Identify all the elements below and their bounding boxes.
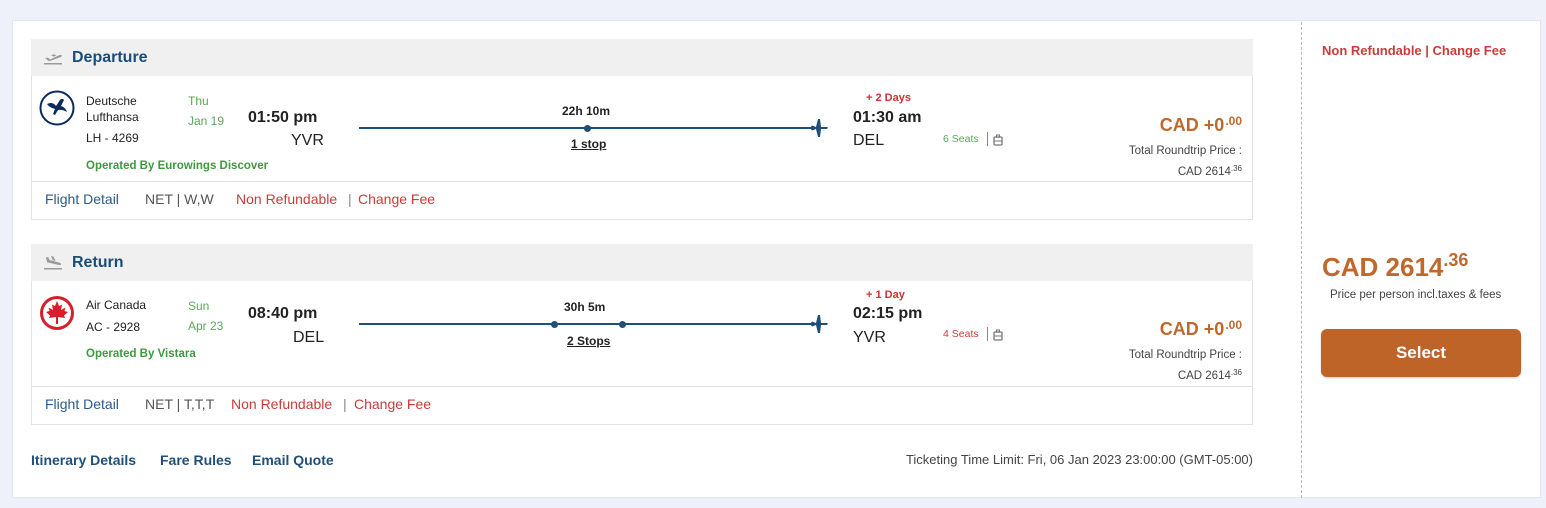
email-quote-link[interactable]: Email Quote [252,452,334,468]
non-refundable-label: Non Refundable [231,396,333,412]
operated-by: Operated By Vistara [86,348,196,360]
non-refundable-label: Non Refundable [236,191,338,207]
air-canada-logo [40,296,74,330]
itinerary-details-link[interactable]: Itinerary Details [31,452,137,468]
separator: | [343,396,347,412]
departure-day: Thu [188,94,209,108]
departure-title: Departure [72,49,148,66]
total-price: CAD 2614.36 [1322,250,1469,282]
plus-days: + 1 Day [866,289,905,301]
airline-name: Air Canada [86,298,147,312]
landing-plane-icon [44,256,62,270]
stop-dot-2 [619,321,626,328]
flight-duration: 22h 10m [562,104,611,118]
change-fee-link[interactable]: Change Fee [354,396,432,412]
departure-leg: Departure Deutsche Lufthansa LH - 4269 T… [31,39,1253,220]
change-fee-link[interactable]: Change Fee [358,191,436,207]
stop-dot [584,125,591,132]
refund-change-fee-note: Non Refundable | Change Fee [1322,43,1507,58]
depart-time: 01:50 pm [248,109,318,126]
stops-link[interactable]: 2 Stops [567,334,611,348]
seats-divider [987,132,988,146]
total-roundtrip-label: Total Roundtrip Price : [1128,145,1242,157]
departure-footer: Flight Detail NET | W,W Non Refundable |… [31,182,1253,220]
total-roundtrip-value: CAD 2614.36 [1177,368,1242,382]
price-note: Price per person incl.taxes & fees [1330,289,1502,301]
leg-price: CAD +0.00 [1159,114,1242,135]
ticketing-time-limit: Ticketing Time Limit: Fri, 06 Jan 2023 2… [905,452,1253,467]
return-date: Apr 23 [188,319,224,333]
departure-date: Jan 19 [188,114,225,128]
flight-detail-link[interactable]: Flight Detail [45,191,119,207]
lufthansa-logo [39,90,75,126]
depart-airport: YVR [291,132,324,149]
fare-rules-link[interactable]: Fare Rules [160,452,232,468]
side-divider [1301,22,1302,498]
departure-body: Deutsche Lufthansa LH - 4269 Thu Jan 19 … [31,76,1253,182]
separator: | [348,191,352,207]
return-body: Air Canada AC - 2928 Sun Apr 23 Operated… [31,281,1253,387]
flight-number: AC - 2928 [86,320,141,334]
total-roundtrip-label: Total Roundtrip Price : [1128,349,1242,361]
operated-by: Operated By Eurowings Discover [86,160,269,172]
seats-left: 6 Seats [943,133,979,145]
return-title: Return [72,254,124,271]
luggage-icon [993,134,1003,146]
return-footer: Flight Detail NET | T,T,T Non Refundable… [31,387,1253,425]
leg-price: CAD +0.00 [1159,318,1242,339]
return-leg: Return Air Canada AC - 2928 Sun Apr 23 O… [31,244,1253,425]
depart-time: 08:40 pm [248,305,318,322]
plane-right-icon [810,119,828,137]
return-header: Return [31,244,1253,281]
plus-days: + 2 Days [866,92,911,104]
airline-name-line2: Lufthansa [86,110,139,124]
stops-link[interactable]: 1 stop [571,137,607,151]
arrive-airport: DEL [853,132,885,149]
seats-left: 4 Seats [943,328,979,340]
takeoff-plane-icon [44,54,62,65]
stop-dot-1 [551,321,558,328]
fare-class: NET | T,T,T [145,396,215,412]
arrive-time: 01:30 am [853,109,922,126]
flight-duration: 30h 5m [564,300,606,314]
flight-detail-link[interactable]: Flight Detail [45,396,119,412]
seats-divider [987,327,988,341]
total-roundtrip-value: CAD 2614.36 [1177,164,1242,178]
luggage-icon [993,329,1003,341]
departure-header: Departure [31,39,1253,76]
fare-class: NET | W,W [145,191,214,207]
route-line [359,323,811,325]
arrive-time: 02:15 pm [853,305,923,322]
depart-airport: DEL [293,329,325,346]
airline-name: Deutsche [86,94,137,108]
select-button[interactable]: Select [1321,329,1521,377]
flight-number: LH - 4269 [86,131,139,145]
plane-right-icon [810,315,828,333]
return-day: Sun [188,299,210,313]
arrive-airport: YVR [853,329,886,346]
